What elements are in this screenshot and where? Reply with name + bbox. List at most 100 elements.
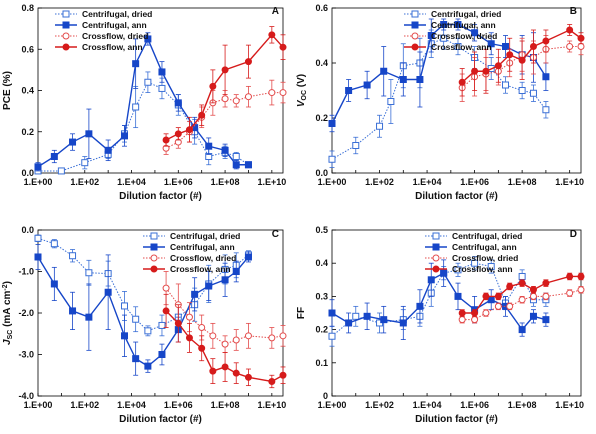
data-point <box>482 292 490 300</box>
legend-entry: Crossflow, dried <box>82 31 148 41</box>
data-point <box>62 21 70 29</box>
data-point <box>158 84 166 92</box>
data-point <box>50 280 58 288</box>
data-point <box>132 103 140 111</box>
data-point <box>198 324 206 332</box>
panel-b: 0.0 0.2 0.4 0.6 1.E+00 1.E+02 1.E+04 1.E+06 1.E+… <box>296 3 585 202</box>
data-point <box>209 367 217 375</box>
series-centrifugal-ann <box>328 259 550 340</box>
data-point <box>487 263 495 271</box>
data-point <box>50 153 58 160</box>
x-tick-label: 1.E+02 <box>365 177 394 187</box>
data-point <box>150 243 158 251</box>
x-tick-label: 1.E+00 <box>318 400 347 410</box>
data-point <box>494 62 502 70</box>
data-point <box>279 371 287 379</box>
data-point <box>577 34 585 42</box>
data-point <box>440 21 448 28</box>
data-point <box>345 319 353 327</box>
data-point <box>440 269 448 277</box>
data-point <box>158 351 166 358</box>
data-point <box>150 254 158 262</box>
data-point <box>221 276 229 284</box>
data-point <box>209 332 217 340</box>
data-point <box>279 43 287 51</box>
data-point <box>221 363 229 371</box>
data-point <box>454 43 462 50</box>
series-line <box>331 262 546 337</box>
x-tick-label: 1.E+04 <box>413 400 442 410</box>
data-point <box>458 78 466 86</box>
data-point <box>577 272 585 280</box>
y-axis-label: JSC (mA cm-2) <box>2 281 14 345</box>
data-point <box>566 272 574 280</box>
y-tick-label: 0 <box>323 391 328 401</box>
y-tick-label: 0.1 <box>315 358 328 368</box>
series-line <box>38 81 249 172</box>
data-point <box>144 35 152 43</box>
data-point <box>518 272 526 280</box>
y-tick-label: 0.0 <box>315 168 328 178</box>
data-point <box>529 286 537 294</box>
series-line <box>461 46 581 89</box>
data-point <box>542 292 550 300</box>
data-point <box>518 87 526 94</box>
x-tick-label: 1.E+00 <box>24 177 53 187</box>
data-point <box>150 265 158 273</box>
y-tick-label: 0.5 <box>315 225 328 235</box>
x-tick-label: 1.E+10 <box>257 400 286 410</box>
data-point <box>502 43 510 50</box>
data-point <box>416 302 424 310</box>
data-point <box>387 98 395 105</box>
series-line <box>461 29 582 83</box>
data-point <box>471 29 479 37</box>
y-tick-label: 0.2 <box>315 113 328 123</box>
x-tick-label: 1.E+06 <box>164 177 193 187</box>
data-point <box>542 37 550 45</box>
x-tick-label: 1.E+06 <box>460 177 489 187</box>
data-point <box>380 316 388 324</box>
legend-entry: Crossflow, ann <box>452 264 513 274</box>
data-point <box>150 232 158 240</box>
y-tick-label: 0.2 <box>21 127 34 137</box>
data-point <box>232 153 240 160</box>
series-crossflow-dried <box>458 286 585 324</box>
data-point <box>279 89 287 97</box>
x-tick-label: 1.E+10 <box>257 177 286 187</box>
x-tick-label: 1.E+08 <box>211 177 240 187</box>
y-tick-label: 0.0 <box>21 168 34 178</box>
data-point <box>471 309 479 317</box>
data-point <box>144 78 152 86</box>
legend-entry: Crossflow, dried <box>170 253 236 263</box>
panel-c: 0.0 -1.0 -2.0 -3.0 -4.01.E+00 1.E+02 1.E+04 1.E… <box>2 225 287 425</box>
y-tick-label: 0.6 <box>21 44 34 54</box>
data-point <box>352 142 360 149</box>
data-point <box>81 159 89 167</box>
data-point <box>232 369 240 377</box>
data-point <box>506 282 514 290</box>
data-point <box>566 26 574 34</box>
data-point <box>144 362 152 370</box>
data-point <box>416 76 424 83</box>
y-tick-label: 0.4 <box>21 86 34 96</box>
data-point <box>458 309 466 317</box>
data-point <box>487 40 495 48</box>
data-point <box>244 332 252 340</box>
data-point <box>244 58 252 66</box>
data-point <box>62 32 70 40</box>
data-point <box>244 253 252 261</box>
data-point <box>268 89 276 97</box>
data-point <box>345 87 353 94</box>
x-tick-label: 1.E+08 <box>508 400 537 410</box>
data-point <box>458 316 466 324</box>
x-axis-label: Dilution factor (#) <box>415 191 498 202</box>
data-point <box>566 43 574 50</box>
data-point <box>502 81 510 89</box>
legend-entry: Centrifugal, ann <box>82 20 147 30</box>
series-line <box>37 37 249 168</box>
data-point <box>132 60 140 68</box>
data-point <box>144 327 152 335</box>
data-point <box>577 43 585 50</box>
x-tick-label: 1.E+00 <box>24 400 53 410</box>
